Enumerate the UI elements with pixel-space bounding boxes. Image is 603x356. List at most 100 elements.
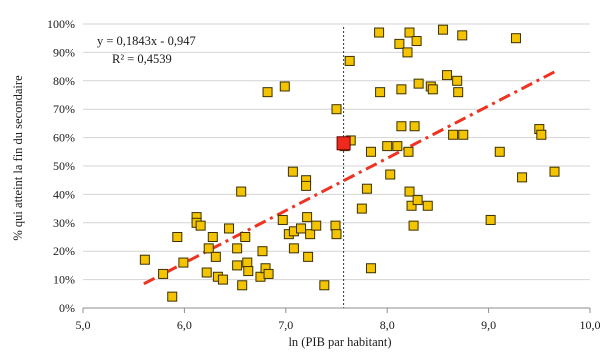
data-point xyxy=(485,214,496,225)
data-point xyxy=(243,266,254,277)
data-point xyxy=(217,274,228,285)
data-point xyxy=(402,47,413,58)
x-tick-label: 9,0 xyxy=(481,318,496,332)
data-point xyxy=(319,280,330,291)
y-tick-label: 40% xyxy=(53,187,75,201)
data-point xyxy=(365,263,376,274)
data-point xyxy=(287,166,298,177)
data-point xyxy=(396,84,407,95)
data-point xyxy=(409,121,420,132)
data-point xyxy=(457,30,468,41)
data-point xyxy=(279,81,290,92)
data-point xyxy=(178,257,189,268)
y-tick-label: 20% xyxy=(53,244,75,258)
data-point xyxy=(453,87,464,98)
data-point xyxy=(257,246,268,257)
data-point xyxy=(442,70,453,81)
y-tick-label: 50% xyxy=(53,159,75,173)
data-point xyxy=(303,251,314,262)
data-point xyxy=(413,78,424,89)
y-tick-label: 30% xyxy=(53,216,75,230)
data-point xyxy=(422,200,433,211)
data-point xyxy=(237,280,248,291)
r-squared-label: R² = 0,4539 xyxy=(112,52,172,66)
data-point xyxy=(311,220,322,231)
y-axis-title: % qui atteint la fin du secondaire xyxy=(11,75,25,241)
data-point xyxy=(403,146,414,157)
data-point xyxy=(344,55,355,66)
data-point xyxy=(375,87,386,98)
data-point xyxy=(536,129,547,140)
data-point xyxy=(242,257,253,268)
data-point xyxy=(458,129,469,140)
data-point xyxy=(277,214,288,225)
y-tick-label: 0% xyxy=(59,301,75,315)
data-point xyxy=(396,121,407,132)
data-point xyxy=(392,141,403,152)
data-point xyxy=(510,33,521,44)
data-point xyxy=(224,223,235,234)
grid-lines xyxy=(83,23,590,281)
data-point xyxy=(448,129,459,140)
x-tick-label: 8,0 xyxy=(380,318,395,332)
labels: y = 0,1843x - 0,947 R² = 0,4539 ln (PIB … xyxy=(11,34,392,349)
equation-label: y = 0,1843x - 0,947 xyxy=(97,34,196,48)
data-point xyxy=(232,243,243,254)
data-point xyxy=(203,243,214,254)
data-point xyxy=(305,229,316,240)
y-tick-label: 10% xyxy=(53,273,75,287)
data-point xyxy=(437,24,448,35)
highlighted-data-point xyxy=(336,136,351,151)
data-point xyxy=(408,220,419,231)
data-point xyxy=(361,183,372,194)
data-point xyxy=(385,169,396,180)
y-tick-label: 70% xyxy=(53,102,75,116)
data-point xyxy=(331,229,342,240)
x-tick-label: 5,0 xyxy=(76,318,91,332)
data-point xyxy=(210,251,221,262)
data-point xyxy=(296,223,307,234)
data-point xyxy=(494,146,505,157)
y-tick-label: 80% xyxy=(53,74,75,88)
data-point xyxy=(404,186,415,197)
data-point xyxy=(236,186,247,197)
data-point xyxy=(201,267,212,278)
y-tick-label: 90% xyxy=(53,45,75,59)
x-tick-label: 6,0 xyxy=(177,318,192,332)
data-points xyxy=(139,24,560,302)
data-point xyxy=(232,260,243,271)
x-tick-label: 7,0 xyxy=(278,318,293,332)
data-point xyxy=(411,36,422,47)
data-point xyxy=(167,291,178,302)
data-point xyxy=(301,180,312,191)
y-tick-label: 100% xyxy=(47,17,75,31)
data-point xyxy=(365,146,376,157)
data-point xyxy=(195,220,206,231)
data-point xyxy=(404,27,415,38)
data-point xyxy=(549,166,560,177)
x-tick-label: 10,0 xyxy=(580,318,601,332)
y-tick-label: 60% xyxy=(53,131,75,145)
data-point xyxy=(394,38,405,49)
data-point xyxy=(330,220,341,231)
data-point xyxy=(207,232,218,242)
data-point xyxy=(158,268,169,279)
x-axis-title: ln (PIB par habitant) xyxy=(288,335,391,349)
data-point xyxy=(406,200,417,211)
data-point xyxy=(356,203,367,214)
data-point xyxy=(517,172,528,183)
data-point xyxy=(240,232,251,242)
data-point xyxy=(382,141,393,152)
data-point xyxy=(172,232,183,242)
data-point xyxy=(288,243,299,254)
data-point xyxy=(263,268,274,279)
data-point xyxy=(331,104,342,115)
data-point xyxy=(374,27,385,38)
data-point xyxy=(302,212,313,223)
data-point xyxy=(412,195,423,206)
data-point xyxy=(139,254,150,265)
data-point xyxy=(427,84,438,95)
axes: 0% 10% 20% 30% 40% 50% 60% 70% 80% 90% 100% 5,0 6,0 7… xyxy=(47,17,601,332)
